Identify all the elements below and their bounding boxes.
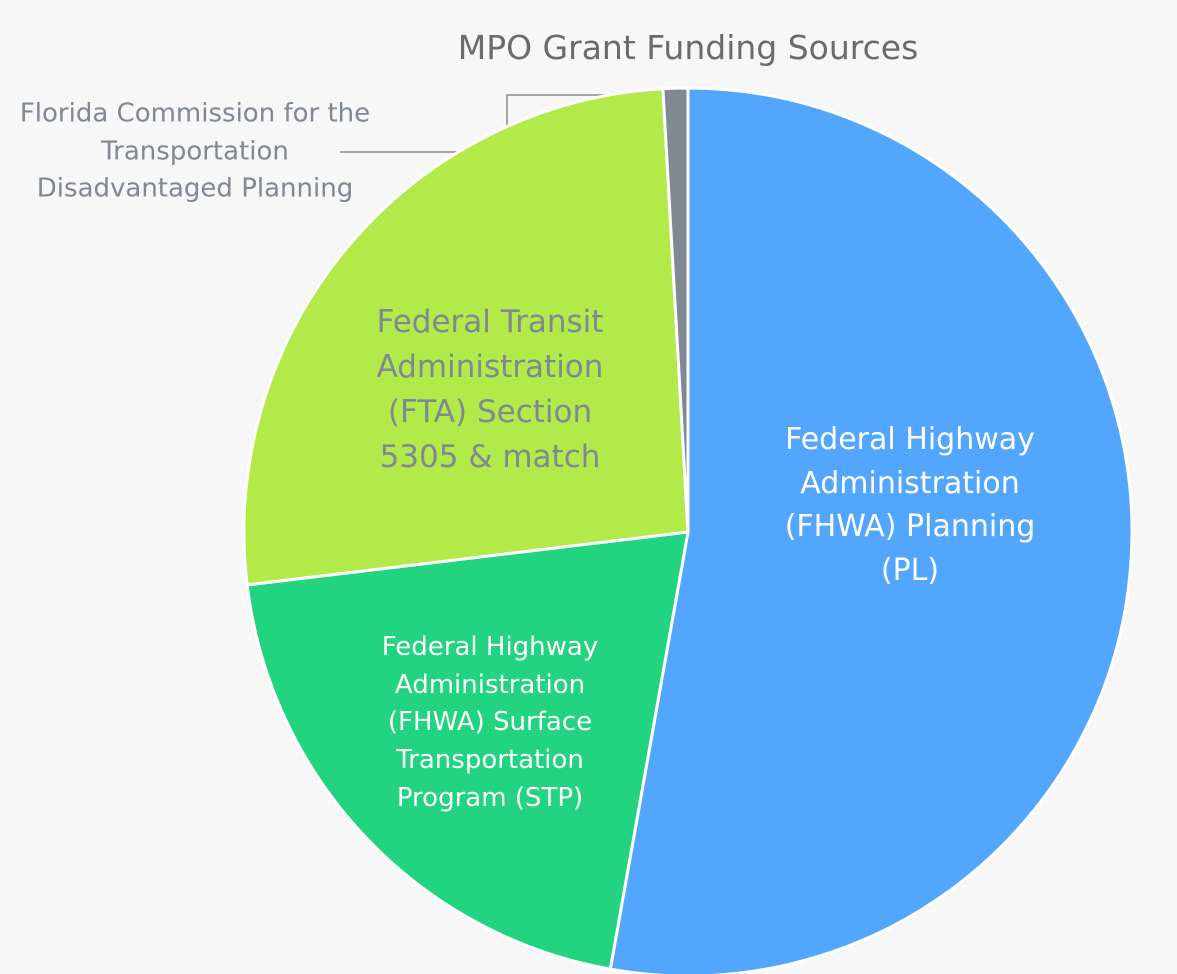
slice-label: Federal Transit Administration (FTA) Sec… <box>376 304 604 475</box>
slice-label: Florida Commission for the Transportatio… <box>19 98 371 204</box>
slice-label: Federal Highway Administration (FHWA) Pl… <box>784 422 1036 588</box>
leader-line <box>340 94 664 153</box>
pie-slice <box>245 530 690 971</box>
pie-slice <box>242 87 690 587</box>
chart-title: MPO Grant Funding Sources <box>457 28 919 67</box>
pie-slice <box>661 86 690 533</box>
pie-slice <box>608 86 1134 974</box>
slice-label: Federal Highway Administration (FHWA) Su… <box>381 631 599 813</box>
